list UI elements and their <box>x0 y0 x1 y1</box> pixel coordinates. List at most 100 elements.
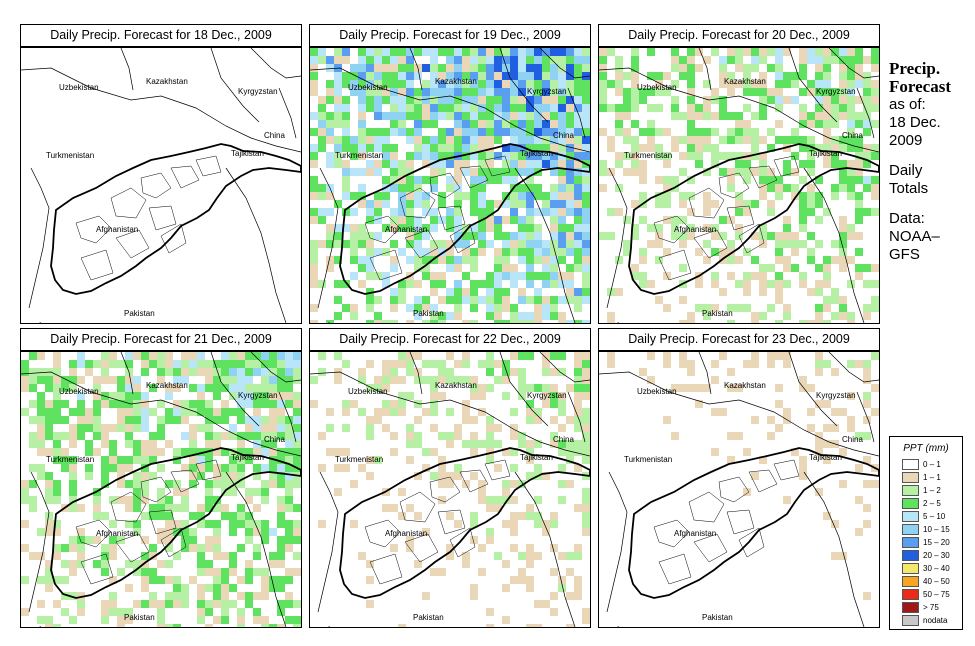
precip-cell <box>285 464 293 472</box>
precip-cell <box>374 64 382 72</box>
precip-cell <box>382 376 390 384</box>
precip-cell <box>775 56 783 64</box>
precip-cell <box>69 488 77 496</box>
precip-cell <box>502 496 510 504</box>
precip-cell <box>631 144 639 152</box>
precip-cell <box>382 200 390 208</box>
precip-cell <box>366 208 374 216</box>
precip-cell <box>574 376 582 384</box>
precip-cell <box>823 304 831 312</box>
precip-cell <box>406 504 414 512</box>
precip-cell <box>213 368 221 376</box>
precip-cell <box>141 488 149 496</box>
precip-cell <box>326 88 334 96</box>
precip-cell <box>534 496 542 504</box>
precip-cell <box>173 400 181 408</box>
precip-cell <box>494 320 502 323</box>
precip-cell <box>77 608 85 616</box>
precip-cell <box>518 144 526 152</box>
precip-cell <box>61 432 69 440</box>
precip-cell <box>502 200 510 208</box>
precip-cell <box>334 280 342 288</box>
map-label-china: China <box>264 131 285 140</box>
map-label-iran: Iran <box>617 625 631 627</box>
precip-cell <box>494 176 502 184</box>
precip-cell <box>719 56 727 64</box>
precip-cell <box>703 192 711 200</box>
precip-cell <box>679 264 687 272</box>
precip-cell <box>558 368 566 376</box>
precip-cell <box>799 64 807 72</box>
precip-cell <box>695 400 703 408</box>
precip-cell <box>550 432 558 440</box>
precip-cell <box>558 312 566 320</box>
precip-cell <box>855 56 863 64</box>
precip-cell <box>414 72 422 80</box>
precip-cell <box>45 432 53 440</box>
precip-cell <box>727 320 735 323</box>
precip-cell <box>751 48 759 56</box>
precip-cell <box>173 528 181 536</box>
precip-cell <box>93 384 101 392</box>
precip-cell <box>366 288 374 296</box>
precip-cell <box>478 168 486 176</box>
map-label-kazakhstan: Kazakhstan <box>435 77 477 86</box>
precip-cell <box>751 88 759 96</box>
precip-cell <box>133 352 141 360</box>
precip-cell <box>269 424 277 432</box>
precip-cell <box>422 320 430 323</box>
precip-cell <box>550 64 558 72</box>
precip-cell <box>334 448 342 456</box>
province-border <box>437 509 466 535</box>
map-label-afghanistan: Afghanistan <box>674 529 716 538</box>
precip-cell <box>574 248 582 256</box>
precip-cell <box>534 256 542 264</box>
precip-cell <box>847 184 855 192</box>
precip-cell <box>334 120 342 128</box>
precip-cell <box>125 520 133 528</box>
precip-cell <box>438 256 446 264</box>
precip-cell <box>398 168 406 176</box>
precip-cell <box>558 48 566 56</box>
precip-cell <box>197 568 205 576</box>
precip-cell <box>197 592 205 600</box>
precip-cell <box>470 48 478 56</box>
precip-cell <box>229 472 237 480</box>
precip-cell <box>53 576 61 584</box>
precip-cell <box>655 232 663 240</box>
precip-cell <box>599 128 607 136</box>
legend-item: 20 – 30 <box>890 549 962 562</box>
precip-cell <box>550 416 558 424</box>
precip-cell <box>574 136 582 144</box>
precip-cell <box>655 72 663 80</box>
precip-cell <box>285 424 293 432</box>
precip-cell <box>374 104 382 112</box>
province-border <box>399 187 436 219</box>
precip-cell <box>695 280 703 288</box>
precip-cell <box>165 352 173 360</box>
precip-cell <box>101 368 109 376</box>
precip-cell <box>815 192 823 200</box>
precip-cell <box>695 48 703 56</box>
precip-cell <box>703 384 711 392</box>
map-label-china: China <box>842 131 863 140</box>
precip-cell <box>566 80 574 88</box>
precip-cell <box>69 504 77 512</box>
precip-cell <box>374 136 382 144</box>
country-border <box>567 391 586 443</box>
precip-cell <box>21 488 29 496</box>
precip-cell <box>446 112 454 120</box>
precip-cell <box>454 64 462 72</box>
precip-cell <box>470 320 478 323</box>
map-label-kazakhstan: Kazakhstan <box>435 381 477 390</box>
legend-item: 10 – 15 <box>890 523 962 536</box>
precip-cell <box>45 488 53 496</box>
precip-cell <box>141 416 149 424</box>
precip-cell <box>823 120 831 128</box>
precip-cell <box>759 168 767 176</box>
precip-cell <box>181 536 189 544</box>
precip-cell <box>599 168 607 176</box>
precip-cell <box>823 296 831 304</box>
precip-cell <box>863 264 871 272</box>
precip-cell <box>494 296 502 304</box>
